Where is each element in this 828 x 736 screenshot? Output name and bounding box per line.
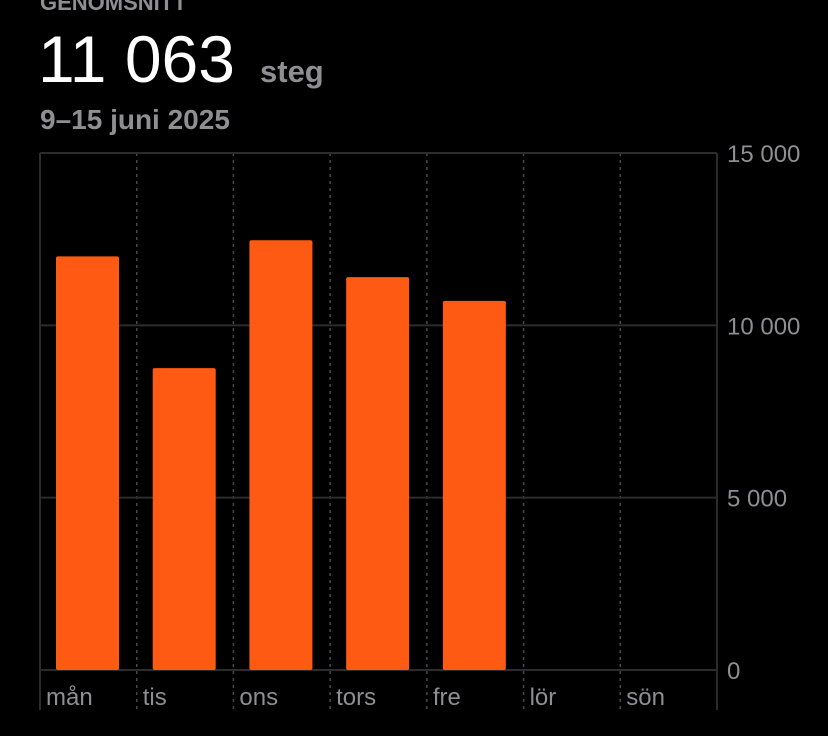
y-tick-label: 0 xyxy=(727,658,740,685)
headline: 11 063 xyxy=(38,22,235,96)
x-tick-label: mån xyxy=(46,684,93,711)
y-tick-label: 10 000 xyxy=(727,313,800,340)
subtitle: 9–15 juni 2025 xyxy=(40,104,230,135)
bar xyxy=(346,277,410,670)
bar xyxy=(249,240,313,670)
x-tick-label: sön xyxy=(626,684,665,711)
headline-unit: steg xyxy=(260,54,324,89)
y-tick-label: 5 000 xyxy=(727,486,787,513)
y-tick-label: 15 000 xyxy=(727,141,800,168)
x-tick-label: tis xyxy=(143,684,167,711)
kicker: GENOMSNITT xyxy=(40,0,187,15)
x-tick-label: tors xyxy=(336,684,376,711)
x-tick-label: fre xyxy=(433,684,461,711)
bar xyxy=(442,300,506,670)
x-tick-label: ons xyxy=(239,684,278,711)
bar xyxy=(56,256,119,670)
x-tick-label: lör xyxy=(530,684,557,711)
bar xyxy=(152,368,216,670)
